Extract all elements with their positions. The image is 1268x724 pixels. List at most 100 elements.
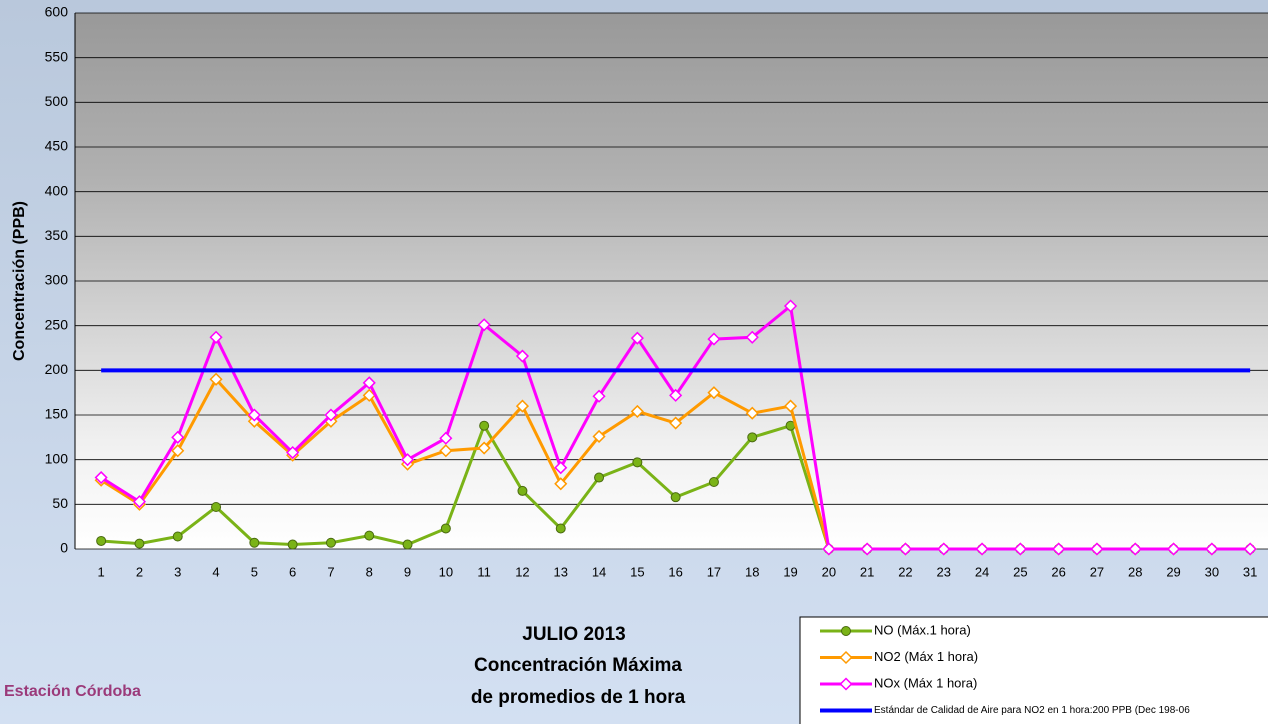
chart-title: Concentración Máxima — [474, 655, 682, 676]
marker — [1090, 542, 1104, 556]
marker — [592, 429, 606, 444]
y-tick-label: 400 — [45, 182, 69, 198]
y-tick-label: 150 — [45, 406, 69, 422]
marker — [94, 470, 108, 485]
x-tick-label: 20 — [822, 564, 836, 579]
marker — [477, 441, 491, 455]
y-tick-label: 600 — [45, 4, 69, 20]
x-tick-label: 4 — [212, 564, 219, 579]
marker — [440, 523, 451, 534]
marker — [364, 530, 375, 541]
x-tick-label: 7 — [327, 564, 334, 579]
legend-entries: NO (Máx.1 hora) NO2 (Máx 1 hora) NOx (Máx … — [820, 622, 1190, 716]
marker — [630, 404, 644, 418]
marker — [324, 408, 338, 422]
marker — [439, 431, 453, 445]
marker — [669, 416, 683, 430]
marker — [247, 408, 261, 422]
y-tick-label: 550 — [45, 48, 69, 64]
x-tick-label: 11 — [477, 564, 491, 579]
marker — [477, 318, 491, 332]
marker — [325, 537, 336, 548]
marker — [707, 332, 721, 346]
marker — [286, 445, 300, 460]
legend-label: NOx (Máx 1 hora) — [874, 675, 977, 690]
legend-label: NO (Máx.1 hora) — [874, 622, 971, 637]
marker — [822, 542, 836, 556]
marker — [1243, 542, 1257, 556]
x-tick-label: 24 — [975, 564, 989, 579]
marker — [937, 542, 951, 556]
marker — [211, 502, 222, 513]
marker — [745, 406, 759, 420]
y-tick-label: 300 — [45, 272, 69, 288]
x-tick-label: 30 — [1205, 564, 1219, 579]
y-tick-label: 450 — [45, 138, 69, 154]
marker — [898, 542, 913, 556]
x-tick-label: 16 — [668, 564, 682, 579]
marker — [707, 386, 721, 400]
marker — [670, 492, 681, 503]
marker — [1128, 542, 1142, 556]
marker — [362, 376, 376, 390]
x-tick-label: 1 — [98, 564, 105, 579]
x-tick-label: 28 — [1128, 564, 1142, 579]
x-tick-label: 18 — [745, 564, 759, 579]
x-tick-label: 31 — [1243, 564, 1257, 579]
marker — [555, 523, 566, 534]
x-tick-label: 26 — [1051, 564, 1065, 579]
marker — [1013, 542, 1027, 556]
marker — [400, 453, 415, 467]
chart-title: de promedios de 1 hora — [471, 687, 686, 708]
marker — [134, 538, 145, 549]
x-tick-label: 5 — [251, 564, 258, 579]
marker — [439, 444, 453, 458]
legend-label: NO2 (Máx 1 hora) — [874, 649, 978, 664]
x-tick-label: 23 — [937, 564, 951, 579]
marker — [745, 330, 759, 344]
legend-marker — [841, 626, 851, 636]
marker — [669, 388, 683, 402]
x-tick-label: 8 — [366, 564, 373, 579]
marker — [515, 399, 530, 413]
marker — [1166, 542, 1181, 556]
marker — [860, 542, 874, 556]
x-tick-label: 13 — [554, 564, 568, 579]
y-tick-label: 350 — [45, 227, 69, 243]
legend-marker — [839, 677, 853, 691]
marker — [96, 535, 107, 546]
marker — [209, 330, 223, 344]
marker — [975, 542, 989, 556]
annotation: Estación Córdoba — [4, 683, 141, 700]
x-tick-label: 15 — [630, 564, 644, 579]
marker — [172, 531, 183, 542]
y-tick-label: 500 — [45, 93, 69, 109]
marker — [249, 537, 260, 548]
y-tick-label: 100 — [45, 450, 69, 466]
legend-marker — [839, 650, 853, 665]
marker — [1052, 542, 1066, 556]
chart-title: JULIO 2013 — [522, 624, 626, 645]
marker — [479, 420, 490, 431]
marker — [783, 299, 798, 313]
marker — [747, 432, 758, 443]
y-tick-label: 200 — [45, 361, 69, 377]
marker — [632, 457, 643, 468]
marker — [592, 389, 606, 403]
x-tick-label: 29 — [1166, 564, 1180, 579]
x-tick-label: 3 — [174, 564, 181, 579]
x-tick-label: 2 — [136, 564, 143, 579]
y-tick-label: 250 — [45, 316, 69, 332]
marker — [1205, 542, 1219, 556]
marker — [171, 430, 185, 444]
marker — [630, 331, 644, 345]
marker — [783, 399, 798, 413]
x-tick-label: 17 — [707, 564, 721, 579]
y-tick-label: 50 — [52, 495, 68, 511]
x-tick-label: 25 — [1013, 564, 1027, 579]
marker — [594, 472, 605, 483]
marker — [554, 461, 568, 475]
y-axis-label: Concentración (PPB) — [11, 201, 28, 361]
marker — [554, 477, 568, 491]
x-tick-label: 12 — [515, 564, 529, 579]
